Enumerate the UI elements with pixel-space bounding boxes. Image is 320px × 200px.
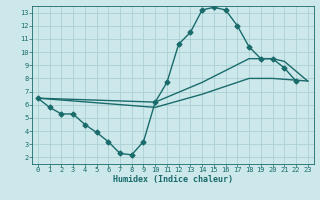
X-axis label: Humidex (Indice chaleur): Humidex (Indice chaleur) — [113, 175, 233, 184]
